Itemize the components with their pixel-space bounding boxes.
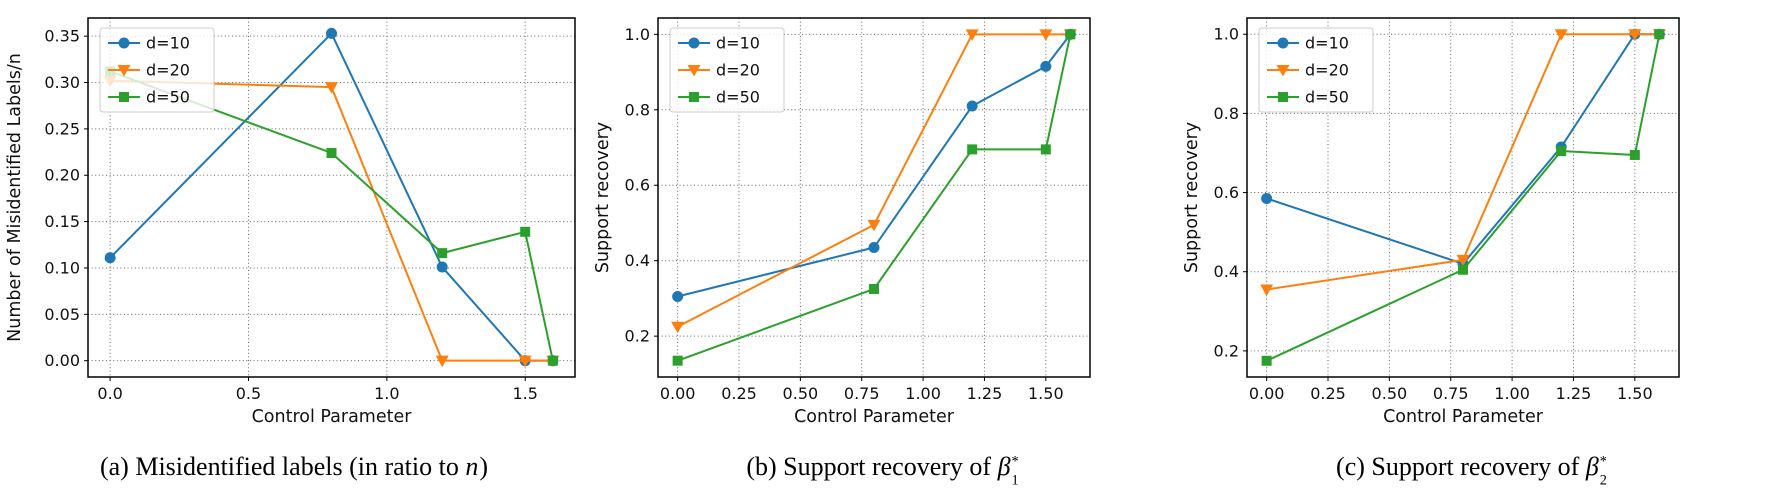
x-tick-label: 0.75 (1433, 384, 1469, 403)
series-d=20 (671, 29, 1077, 334)
x-axis-label: Control Parameter (252, 407, 413, 427)
series-d=50 (1261, 29, 1665, 366)
y-tick-label: 0.6 (625, 176, 650, 195)
x-tick-label: 1.0 (374, 384, 399, 403)
legend-label: d=10 (716, 34, 760, 53)
beta-symbol-c: β * 2 (1585, 452, 1607, 489)
legend: d=10 d=20 d=50 (99, 27, 215, 113)
y-tick-label: 0.6 (1214, 183, 1239, 202)
x-tick-label: 0.25 (1310, 384, 1346, 403)
y-tick-label: 0.05 (44, 305, 80, 324)
plot-border (1246, 17, 1680, 378)
y-tick-label: 0.20 (44, 166, 80, 185)
x-axis: 0.00 0.25 0.50 0.75 1.00 1.25 1.50 (1249, 377, 1653, 403)
y-axis: 0.00 0.05 0.10 0.15 0.20 0.25 0.30 0.35 (44, 27, 88, 370)
y-tick-label: 1.0 (625, 25, 650, 44)
x-tick-label: 0.75 (844, 384, 880, 403)
y-tick-label: 0.2 (625, 327, 650, 346)
y-axis-label: Number of Misidentified Labels/n (5, 53, 25, 342)
y-axis: 0.2 0.4 0.6 0.8 1.0 (625, 25, 658, 346)
x-tick-label: 1.25 (967, 384, 1003, 403)
x-tick-label: 1.00 (1494, 384, 1530, 403)
y-tick-label: 0.25 (44, 119, 80, 138)
x-tick-label: 0.5 (236, 384, 261, 403)
y-tick-label: 0.00 (44, 351, 80, 370)
legend-label: d=10 (1305, 34, 1349, 53)
x-tick-label: 0.50 (783, 384, 819, 403)
x-axis: 0.0 0.5 1.0 1.5 (97, 377, 538, 403)
y-axis: 0.2 0.4 0.6 0.8 1.0 (1214, 25, 1247, 360)
y-tick-label: 0.8 (1214, 104, 1239, 123)
subplot-c: 0.00 0.25 0.50 0.75 1.00 1.25 1.50 Control Para… (1177, 0, 1766, 502)
y-tick-label: 0.15 (44, 212, 80, 231)
legend-label: d=10 (146, 34, 190, 53)
x-tick-label: 0.50 (1372, 384, 1408, 403)
y-tick-label: 0.8 (625, 100, 650, 119)
caption-a-math-n: n (465, 452, 479, 481)
subplot-a: 0.0 0.5 1.0 1.5 Control Parameter 0.00 0.05 0.1… (0, 0, 588, 502)
caption-c: (c) Support recovery of β * 2 (1177, 436, 1766, 502)
gridlines (88, 18, 575, 377)
legend: d=10 d=20 d=50 (669, 27, 785, 113)
x-tick-label: 0.0 (97, 384, 122, 403)
x-tick-label: 1.5 (512, 384, 537, 403)
x-tick-label: 1.25 (1556, 384, 1592, 403)
caption-a: (a) Misidentified labels (in ratio to n) (0, 436, 588, 502)
plot-border (87, 17, 576, 378)
chart-a-misidentified-labels: 0.0 0.5 1.0 1.5 Control Parameter 0.00 0.05 0.1… (5, 17, 576, 427)
y-tick-label: 0.2 (1214, 341, 1239, 360)
y-tick-label: 0.35 (44, 27, 80, 46)
legend: d=10 d=20 d=50 (1258, 27, 1374, 113)
y-tick-label: 1.0 (1214, 25, 1239, 44)
chart-c-support-recovery-beta2: 0.00 0.25 0.50 0.75 1.00 1.25 1.50 Control Para… (1182, 17, 1680, 427)
legend-label: d=50 (716, 88, 760, 107)
y-tick-label: 0.4 (625, 251, 650, 270)
x-tick-label: 1.00 (905, 384, 941, 403)
chart-b-support-recovery-beta1: 0.00 0.25 0.50 0.75 1.00 1.25 1.50 Control Para… (593, 17, 1091, 427)
y-axis-label: Support recovery (1182, 122, 1202, 273)
x-tick-label: 0.25 (721, 384, 757, 403)
x-tick-label: 1.50 (1617, 384, 1653, 403)
series-d=50 (672, 29, 1076, 366)
plot-border (657, 17, 1091, 378)
y-tick-label: 0.30 (44, 73, 80, 92)
x-axis-label: Control Parameter (794, 407, 955, 427)
x-tick-label: 1.50 (1028, 384, 1064, 403)
x-tick-label: 0.00 (660, 384, 696, 403)
y-tick-label: 0.10 (44, 258, 80, 277)
legend-label: d=20 (1305, 61, 1349, 80)
y-tick-label: 0.4 (1214, 262, 1239, 281)
beta-symbol-b: β * 1 (997, 452, 1019, 489)
caption-a-prefix: (a) Misidentified labels (in ratio to (99, 452, 466, 481)
subplot-b: 0.00 0.25 0.50 0.75 1.00 1.25 1.50 Control Para… (588, 0, 1177, 502)
legend-label: d=50 (1305, 88, 1349, 107)
caption-c-prefix: (c) Support recovery of (1336, 452, 1586, 481)
legend-label: d=50 (146, 88, 190, 107)
caption-a-suffix: ) (479, 452, 489, 481)
y-axis-label: Support recovery (593, 122, 613, 273)
caption-b: (b) Support recovery of β * 1 (588, 436, 1177, 502)
caption-b-prefix: (b) Support recovery of (746, 452, 998, 481)
x-axis: 0.00 0.25 0.50 0.75 1.00 1.25 1.50 (660, 377, 1064, 403)
x-tick-label: 0.00 (1249, 384, 1285, 403)
legend-label: d=20 (146, 61, 190, 80)
x-axis-label: Control Parameter (1383, 407, 1544, 427)
legend-label: d=20 (716, 61, 760, 80)
